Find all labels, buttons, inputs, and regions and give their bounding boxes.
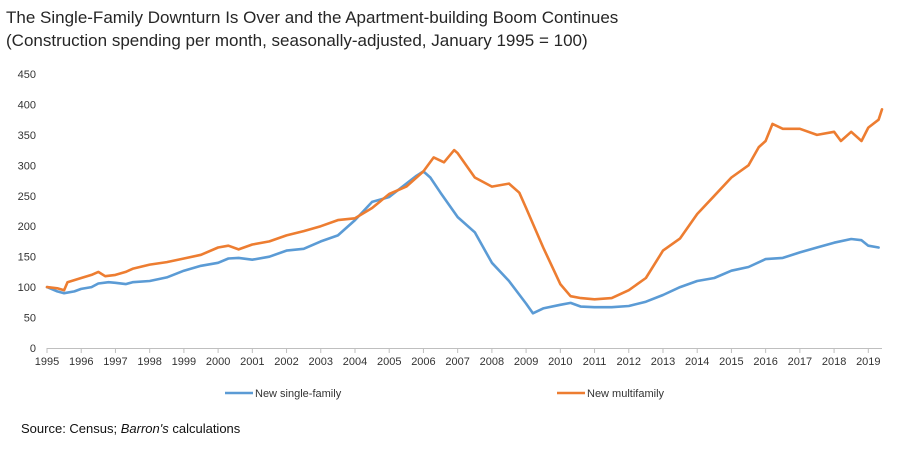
x-tick-label: 1997: [103, 356, 127, 368]
x-tick-label: 2017: [788, 356, 812, 368]
x-tick-label: 2016: [753, 356, 777, 368]
x-tick-label: 2002: [274, 356, 298, 368]
x-tick-label: 2001: [240, 356, 264, 368]
x-tick-label: 1995: [35, 356, 59, 368]
chart-series: [45, 108, 884, 315]
legend-label: New single-family: [255, 388, 342, 400]
x-tick-label: 2003: [309, 356, 333, 368]
y-tick-label: 150: [18, 252, 36, 264]
y-tick-label: 0: [30, 343, 36, 355]
x-tick-label: 1999: [172, 356, 196, 368]
series-line-new-single-family: [45, 170, 880, 315]
x-tick-label: 2019: [856, 356, 880, 368]
chart-axes: 0 50 100 150 200 250 300 350 400 450 1995 1996 1997 1…: [18, 69, 882, 368]
x-tick-label: 2010: [548, 356, 572, 368]
series-line-new-multifamily: [45, 108, 884, 301]
chart-legend: New single-family New multifamily: [225, 388, 665, 400]
y-tick-label: 450: [18, 69, 36, 81]
chart-title-block: The Single-Family Downturn Is Over and t…: [6, 6, 618, 52]
x-tick-label: 2004: [343, 356, 367, 368]
x-tick-label: 1998: [137, 356, 161, 368]
x-tick-label: 1996: [69, 356, 93, 368]
chart-source: Source: Census; Barron's calculations: [21, 421, 241, 436]
x-tick-label: 2011: [583, 356, 607, 368]
y-tick-label: 250: [18, 191, 36, 203]
x-tick-label: 2006: [411, 356, 435, 368]
x-tick-label: 2013: [651, 356, 675, 368]
y-tick-label: 300: [18, 160, 36, 172]
y-tick-label: 100: [18, 282, 36, 294]
x-tick-label: 2014: [685, 356, 709, 368]
legend-label: New multifamily: [587, 388, 665, 400]
chart-title: The Single-Family Downturn Is Over and t…: [6, 8, 619, 27]
x-tick-label: 2015: [719, 356, 743, 368]
x-tick-label: 2008: [480, 356, 504, 368]
x-tick-label: 2012: [617, 356, 641, 368]
x-tick-label: 2009: [514, 356, 538, 368]
x-tick-label: 2005: [377, 356, 401, 368]
x-tick-label: 2007: [445, 356, 469, 368]
x-tick-label: 2000: [206, 356, 230, 368]
y-tick-label: 350: [18, 130, 36, 142]
y-tick-label: 400: [18, 99, 36, 111]
y-tick-label: 50: [24, 313, 36, 325]
x-tick-label: 2018: [822, 356, 846, 368]
chart-subtitle: (Construction spending per month, season…: [6, 31, 588, 50]
y-tick-label: 200: [18, 221, 36, 233]
